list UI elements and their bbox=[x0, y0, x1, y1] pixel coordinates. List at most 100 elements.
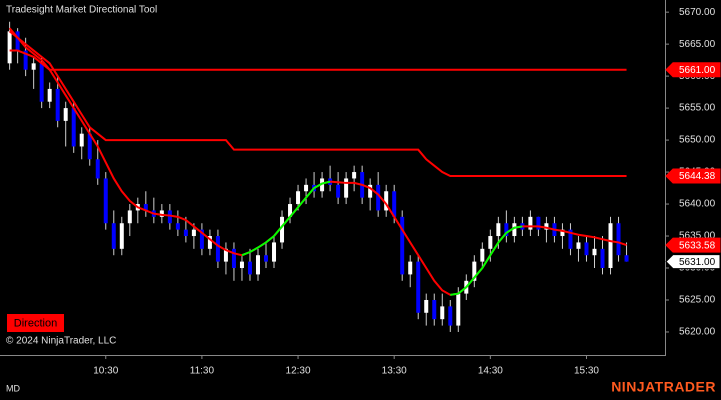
candle-body bbox=[504, 223, 509, 237]
candle-body bbox=[472, 261, 477, 281]
candle-body bbox=[247, 261, 252, 275]
y-tick-label: 5625.00 bbox=[679, 295, 716, 306]
y-tick-label: 5655.00 bbox=[679, 103, 716, 114]
candle-body bbox=[296, 191, 301, 205]
candle-body bbox=[496, 223, 501, 237]
candle-body bbox=[416, 261, 421, 313]
candle-body bbox=[71, 108, 76, 147]
copyright: © 2024 NinjaTrader, LLC bbox=[6, 336, 116, 347]
x-tick-label: 14:30 bbox=[478, 366, 503, 377]
candle-body bbox=[544, 223, 549, 230]
candle-body bbox=[424, 299, 429, 313]
candle-body bbox=[47, 88, 52, 102]
candle-body bbox=[456, 293, 461, 326]
price-marker-label: 5644.38 bbox=[679, 171, 716, 182]
candle-body bbox=[183, 229, 188, 237]
price-marker bbox=[665, 62, 721, 78]
candle-body bbox=[480, 248, 485, 262]
candle-body bbox=[191, 229, 196, 237]
candle-body bbox=[336, 184, 341, 198]
price-marker-label: 5661.00 bbox=[679, 65, 716, 76]
candle-body bbox=[568, 229, 573, 249]
candle-body bbox=[616, 223, 621, 256]
candle-body bbox=[207, 236, 212, 249]
indicator-line bbox=[450, 225, 523, 296]
price-marker-label: 5631.00 bbox=[679, 257, 716, 268]
candle-body bbox=[159, 210, 164, 217]
candle-body bbox=[272, 242, 277, 262]
candle-body bbox=[344, 178, 349, 198]
candle-body bbox=[536, 216, 541, 230]
indicator-line bbox=[241, 180, 331, 257]
candle-body bbox=[95, 159, 100, 179]
candle-body bbox=[7, 31, 12, 64]
x-tick-label: 15:30 bbox=[574, 366, 599, 377]
indicator-line bbox=[9, 49, 627, 71]
price-marker bbox=[665, 168, 721, 184]
price-marker-label: 5633.58 bbox=[679, 240, 716, 251]
candle-body bbox=[512, 223, 517, 237]
candle-body bbox=[223, 248, 228, 262]
candle-body bbox=[111, 223, 116, 249]
candle-body bbox=[408, 261, 413, 275]
price-marker bbox=[665, 254, 721, 270]
candle-body bbox=[288, 204, 293, 217]
candle-body bbox=[87, 133, 92, 160]
candle-body bbox=[119, 223, 124, 249]
y-tick-label: 5635.00 bbox=[679, 231, 716, 242]
candle-body bbox=[280, 216, 285, 243]
x-tick-label: 13:30 bbox=[382, 366, 407, 377]
candle-body bbox=[368, 184, 373, 198]
candle-body bbox=[320, 178, 325, 192]
candle-body bbox=[592, 248, 597, 256]
y-tick-label: 5620.00 bbox=[679, 327, 716, 338]
candle-body bbox=[239, 261, 244, 269]
candle-body bbox=[63, 108, 68, 121]
candle-body bbox=[600, 248, 605, 269]
candle-body bbox=[215, 236, 220, 262]
indicator-line bbox=[8, 30, 627, 178]
candle-body bbox=[167, 210, 172, 224]
candle-body bbox=[584, 242, 589, 256]
y-tick-label: 5650.00 bbox=[679, 135, 716, 146]
candle-body bbox=[175, 223, 180, 230]
y-tick-label: 5640.00 bbox=[679, 199, 716, 210]
direction-button[interactable] bbox=[7, 314, 64, 332]
instrument: MD bbox=[6, 383, 20, 393]
candle-body bbox=[392, 191, 397, 217]
candle-body bbox=[15, 31, 20, 51]
candle-body bbox=[576, 242, 581, 249]
candle-body bbox=[624, 255, 629, 262]
candle-body bbox=[560, 229, 565, 237]
brand-logo: NINJATRADER bbox=[611, 379, 716, 395]
candle-body bbox=[103, 178, 108, 224]
direction-button-label[interactable]: Direction bbox=[14, 317, 57, 329]
candle-body bbox=[55, 88, 60, 121]
y-tick-label: 5665.00 bbox=[679, 39, 716, 50]
chart-title: Tradesight Market Directional Tool bbox=[6, 5, 157, 16]
candle-body bbox=[199, 229, 204, 249]
candle-body bbox=[231, 248, 236, 269]
plot-area bbox=[7, 21, 629, 332]
candle-body bbox=[264, 255, 268, 262]
candle-body bbox=[440, 306, 445, 320]
candle-body bbox=[352, 172, 357, 179]
x-tick-label: 12:30 bbox=[286, 366, 311, 377]
candle-body bbox=[376, 184, 381, 211]
candle-body bbox=[384, 191, 389, 211]
price-marker bbox=[665, 237, 721, 253]
candle-body bbox=[127, 210, 132, 224]
candle-body bbox=[79, 133, 84, 147]
candle-body bbox=[488, 236, 493, 249]
candle-body bbox=[432, 299, 437, 320]
x-tick-label: 10:30 bbox=[93, 366, 118, 377]
candle-body bbox=[304, 184, 309, 192]
candle-body bbox=[39, 63, 44, 102]
candle-body bbox=[143, 204, 148, 211]
candle-body bbox=[448, 306, 453, 326]
candle-body bbox=[400, 216, 405, 275]
candle-body bbox=[608, 223, 613, 269]
